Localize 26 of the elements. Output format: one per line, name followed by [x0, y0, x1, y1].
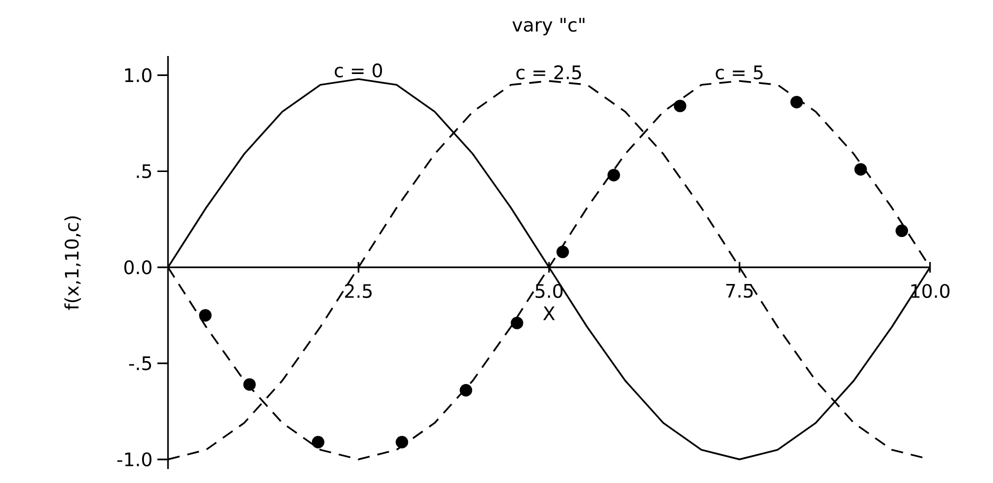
y-axis-title: f(x,1,10,c) — [64, 216, 81, 310]
point — [790, 96, 803, 108]
y-tick-label: -.5 — [129, 356, 152, 370]
point — [460, 384, 472, 396]
point — [510, 316, 524, 330]
x-tick-label: 5.0 — [536, 284, 563, 298]
x-tick-label: 2.5 — [345, 284, 372, 298]
point — [674, 100, 686, 112]
point — [199, 309, 212, 322]
y-tick-label: 1.0 — [125, 68, 152, 82]
y-tick-label: -1.0 — [117, 452, 152, 466]
point — [556, 246, 569, 258]
annotation: c = 5 — [716, 66, 763, 80]
point — [854, 163, 867, 176]
annotation: c = 2.5 — [516, 65, 581, 80]
annotation: c = 0 — [334, 63, 382, 78]
y-tick-label: 0.0 — [124, 260, 152, 274]
point — [896, 224, 908, 238]
y-tick-label: .5 — [136, 164, 152, 178]
x-tick-label: 7.5 — [726, 284, 753, 298]
point — [396, 436, 408, 448]
point — [243, 378, 256, 391]
point — [312, 436, 324, 448]
chart-title: vary "c" — [512, 18, 584, 36]
point — [608, 168, 620, 182]
x-axis-title: X — [543, 306, 555, 320]
